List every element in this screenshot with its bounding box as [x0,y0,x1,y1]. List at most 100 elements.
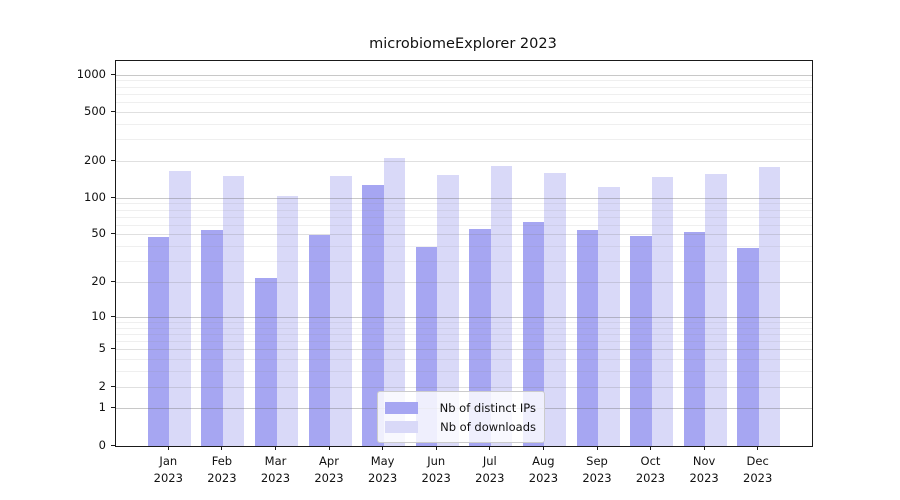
y-tick-mark [111,196,115,198]
gridline-7 [116,333,812,335]
y-tick-label: 2 [98,378,106,393]
gridline-8 [116,327,812,329]
gridline-200 [116,160,812,162]
y-tick-mark [111,159,115,161]
gridline-400 [116,123,812,125]
x-tick-mark [489,446,491,450]
y-tick-mark [111,348,115,350]
gridline-500 [116,111,812,113]
bar-nb-of-downloads-mar [276,195,298,446]
gridline-70 [116,216,812,218]
bar-nb-of-downloads-oct [651,176,673,446]
bar-nb-of-distinct-ips-sep [576,229,598,446]
y-tick-label: 1 [98,400,106,415]
y-tick-mark [111,444,115,446]
bar-nb-of-downloads-jan [169,170,191,446]
gridline-4 [116,359,812,361]
bar-nb-of-distinct-ips-oct [630,235,652,446]
x-tick-mark [596,446,598,450]
gridline-600 [116,101,812,103]
gridline-6 [116,341,812,342]
x-tick-label-jun: Jun 2023 [421,454,451,485]
y-tick-label: 50 [91,226,106,241]
y-tick-label: 500 [84,103,106,118]
y-tick-label: 5 [98,341,106,356]
y-tick-mark [111,385,115,387]
bar-nb-of-distinct-ips-apr [308,234,330,446]
x-tick-label-may: May 2023 [367,454,398,485]
bar-nb-of-downloads-sep [598,186,620,446]
x-tick-label-nov: Nov 2023 [689,454,719,485]
gridline-3 [116,371,812,373]
gridline-30 [116,261,812,263]
gridline-90 [116,203,812,205]
bar-nb-of-downloads-jun [437,174,459,446]
y-tick-label: 1000 [76,66,106,81]
x-tick-mark [328,446,330,450]
legend: Nb of distinct IPs Nb of downloads [377,391,545,443]
y-tick-label: 0 [98,437,106,452]
x-tick-mark [167,446,169,450]
bar-nb-of-downloads-nov [705,173,727,446]
legend-row-nb-of-downloads: Nb of downloads [385,418,536,435]
gridline-50 [116,234,812,236]
x-tick-mark [382,446,384,450]
gridline-700 [116,93,812,95]
y-tick-label: 10 [91,308,106,323]
gridline-40 [116,246,812,248]
gridline-1000 [116,74,812,76]
x-tick-label-oct: Oct 2023 [635,454,666,485]
bar-nb-of-downloads-aug [544,172,566,446]
x-tick-mark [275,446,276,450]
gridline-60 [116,224,812,226]
legend-swatch-nb-of-distinct-ips [385,401,418,414]
chart-title: microbiomeExplorer 2023 [369,36,557,52]
x-tick-mark [703,446,705,450]
x-tick-label-jan: Jan 2023 [153,454,183,485]
legend-row-nb-of-distinct-ips: Nb of distinct IPs [385,399,536,416]
gridline-10 [116,316,812,318]
x-tick-label-feb: Feb 2023 [207,454,237,485]
gridline-300 [116,139,812,140]
bar-nb-of-downloads-apr [330,175,352,446]
x-tick-label-dec: Dec 2023 [743,454,773,485]
y-tick-mark [111,315,115,317]
x-tick-mark [650,446,651,450]
y-tick-label: 20 [91,274,106,288]
x-tick-label-apr: Apr 2023 [314,454,344,485]
legend-label: Nb of downloads [440,419,536,434]
x-tick-mark [221,446,223,450]
bar-nb-of-distinct-ips-jan [147,237,170,446]
gridline-800 [116,86,812,88]
x-tick-mark [542,446,544,450]
x-tick-label-mar: Mar 2023 [260,454,291,485]
gridline-100 [116,197,812,199]
x-tick-mark [435,446,437,450]
bar-nb-of-downloads-jul [490,165,513,446]
gridline-20 [116,282,812,283]
gridline-900 [116,80,812,82]
gridline-9 [116,321,812,323]
bar-nb-of-distinct-ips-mar [255,277,277,446]
bar-nb-of-distinct-ips-nov [683,231,706,446]
bar-nb-of-distinct-ips-dec [737,247,759,446]
y-tick-mark [111,407,115,409]
y-tick-label: 100 [84,189,106,204]
bar-nb-of-distinct-ips-may [362,185,384,446]
legend-label: Nb of distinct IPs [439,400,536,415]
bar-nb-of-downloads-dec [758,167,781,446]
gridline-2 [116,386,812,388]
bar-nb-of-downloads-may [383,158,406,446]
gridline-5 [116,349,812,351]
x-tick-label-aug: Aug 2023 [528,454,559,485]
bar-nb-of-distinct-ips-feb [201,229,223,446]
y-tick-mark [111,233,115,235]
plot-area [115,60,813,447]
x-tick-mark [757,446,759,450]
gridline-80 [116,209,812,211]
legend-swatch-nb-of-downloads [385,420,418,433]
bar-nb-of-distinct-ips-aug [522,221,545,446]
x-tick-label-jul: Jul 2023 [475,454,505,485]
y-tick-mark [111,110,115,112]
x-tick-label-sep: Sep 2023 [582,454,612,485]
